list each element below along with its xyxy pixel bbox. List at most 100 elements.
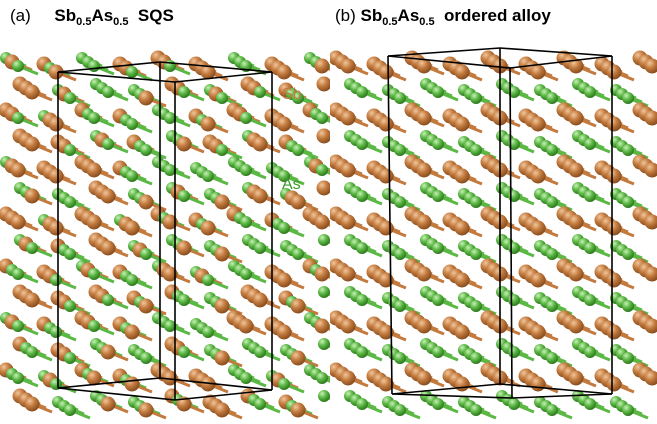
as-atom bbox=[508, 346, 520, 358]
sb-atom bbox=[378, 116, 394, 132]
panel-a-title: (a) Sb0.5As0.5 SQS bbox=[10, 6, 174, 28]
sb-atom bbox=[378, 220, 394, 236]
as-atom bbox=[292, 92, 304, 104]
as-atom bbox=[508, 242, 520, 254]
sb-atom bbox=[454, 324, 470, 340]
sb-atom bbox=[568, 370, 584, 386]
as-atom bbox=[356, 398, 368, 410]
as-atom bbox=[318, 390, 330, 402]
as-atom bbox=[102, 86, 114, 98]
sb-atom bbox=[214, 298, 230, 314]
as-atom bbox=[356, 86, 368, 98]
as-atom bbox=[254, 398, 266, 410]
as-atom bbox=[432, 138, 444, 150]
as-atom bbox=[546, 196, 558, 208]
sb-atom bbox=[530, 324, 546, 340]
as-atom bbox=[254, 242, 266, 254]
sb-atom bbox=[644, 266, 657, 282]
as-atom bbox=[622, 144, 634, 156]
as-atom bbox=[622, 404, 634, 416]
as-atom bbox=[356, 138, 368, 150]
as-atom bbox=[432, 294, 444, 306]
sb-atom bbox=[416, 370, 432, 386]
as-atom bbox=[126, 118, 138, 130]
sb-atom bbox=[252, 292, 268, 308]
as-atom bbox=[292, 144, 304, 156]
as-atom bbox=[394, 248, 406, 260]
sb-atom bbox=[86, 162, 102, 178]
panel-a-formula-as-sub: 0.5 bbox=[113, 16, 129, 28]
as-atom bbox=[126, 274, 138, 286]
sb-label: Sb bbox=[282, 86, 302, 103]
as-atom bbox=[278, 170, 290, 182]
sb-atom bbox=[340, 370, 356, 386]
sb-atom bbox=[530, 116, 546, 132]
as-atom bbox=[12, 60, 24, 72]
sb-atom bbox=[416, 266, 432, 282]
as-atom bbox=[316, 372, 328, 384]
sb-atom bbox=[138, 194, 154, 210]
as-atom bbox=[394, 144, 406, 156]
sb-atom bbox=[606, 324, 622, 340]
unit-cell-edge bbox=[57, 71, 176, 83]
sb-atom bbox=[24, 136, 40, 152]
panel-a-sqs: (a) Sb0.5As0.5 SQS Sb As bbox=[0, 6, 330, 420]
panel-b-formula-as: As bbox=[397, 6, 420, 25]
as-atom bbox=[622, 352, 634, 364]
as-atom bbox=[584, 346, 596, 358]
as-atom bbox=[202, 170, 214, 182]
sb-atom bbox=[606, 272, 622, 288]
as-atom bbox=[64, 144, 76, 156]
unit-cell-edge bbox=[57, 61, 161, 73]
as-atom bbox=[622, 248, 634, 260]
as-atom bbox=[64, 248, 76, 260]
as-atom bbox=[240, 268, 252, 280]
unit-cell-edge bbox=[159, 61, 273, 73]
sb-atom bbox=[124, 376, 140, 392]
as-atom bbox=[584, 86, 596, 98]
unit-cell-edge bbox=[391, 393, 513, 399]
as-atom bbox=[64, 300, 76, 312]
sb-atom bbox=[214, 194, 230, 210]
sb-atom bbox=[290, 298, 306, 314]
sb-atom bbox=[124, 220, 140, 236]
sb-atom bbox=[340, 318, 356, 334]
sb-atom bbox=[100, 240, 116, 256]
as-atom bbox=[178, 294, 190, 306]
as-atom bbox=[140, 248, 152, 260]
sb-atom bbox=[214, 246, 230, 262]
sb-atom bbox=[100, 188, 116, 204]
as-atom bbox=[88, 268, 100, 280]
as-atom bbox=[546, 144, 558, 156]
sb-atom bbox=[316, 76, 330, 92]
sb-atom bbox=[200, 64, 216, 80]
as-atom bbox=[178, 346, 190, 358]
as-atom bbox=[140, 144, 152, 156]
sb-atom bbox=[276, 64, 292, 80]
sb-atom bbox=[48, 220, 64, 236]
unit-cell-edge bbox=[499, 47, 613, 57]
as-atom bbox=[102, 138, 114, 150]
as-atom bbox=[12, 320, 24, 332]
sb-atom bbox=[606, 376, 622, 392]
as-atom bbox=[26, 346, 38, 358]
sb-atom bbox=[290, 350, 306, 366]
as-atom bbox=[508, 190, 520, 202]
as-atom bbox=[178, 190, 190, 202]
sb-atom bbox=[416, 110, 432, 126]
as-atom bbox=[546, 352, 558, 364]
as-atom bbox=[546, 404, 558, 416]
sb-atom bbox=[48, 116, 64, 132]
as-atom bbox=[102, 294, 114, 306]
sb-atom bbox=[316, 128, 330, 144]
as-atom bbox=[64, 404, 76, 416]
sb-atom bbox=[340, 110, 356, 126]
sb-atom bbox=[48, 168, 64, 184]
as-atom bbox=[88, 320, 100, 332]
as-atom bbox=[584, 294, 596, 306]
unit-cell-edge bbox=[174, 389, 273, 401]
as-atom bbox=[292, 248, 304, 260]
sb-atom bbox=[644, 58, 657, 74]
as-atom bbox=[470, 300, 482, 312]
sb-atom bbox=[10, 162, 26, 178]
